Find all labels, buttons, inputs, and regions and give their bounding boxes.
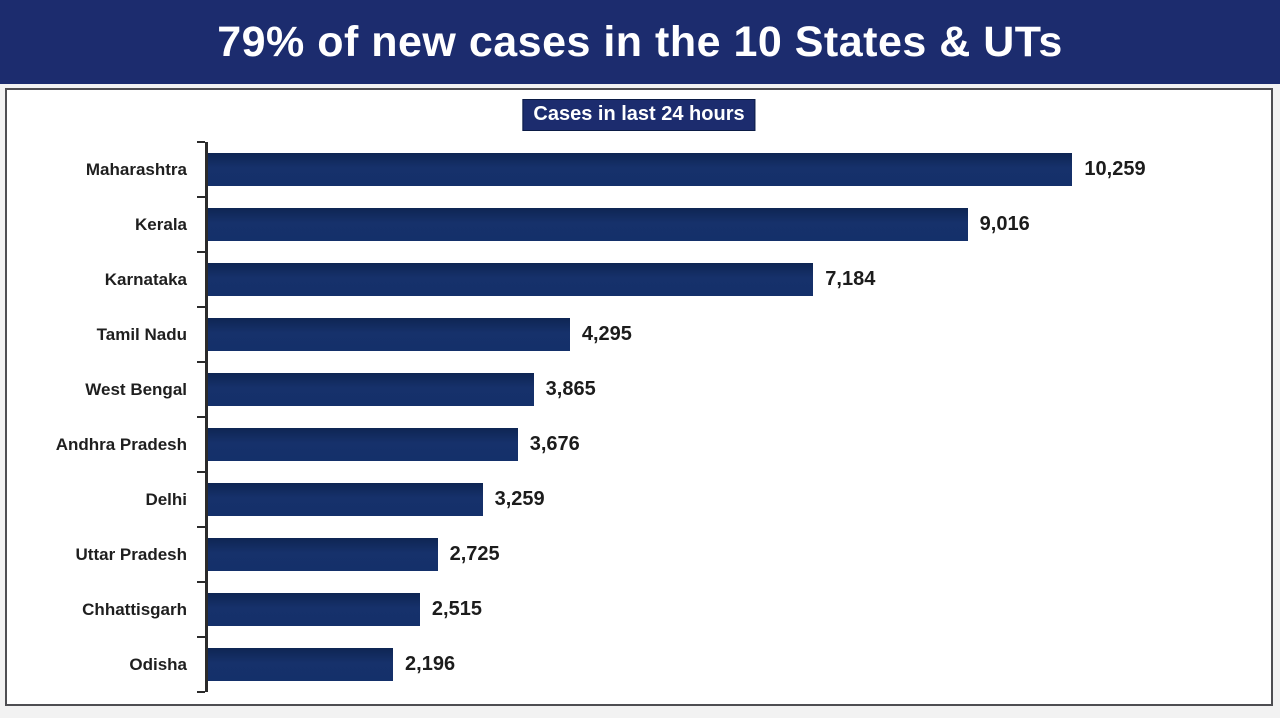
bar [208,428,518,461]
chart-panel: Cases in last 24 hours Maharashtra 10,259… [5,88,1273,706]
bar [208,593,420,626]
bar-track: 2,515 [197,581,1257,637]
chart-subtitle: Cases in last 24 hours [533,103,745,125]
category-label: Maharashtra [85,159,187,179]
value-label: 9,016 [979,213,1030,235]
bar-track: 2,196 [197,636,1257,693]
category-label: Andhra Pradesh [55,434,187,454]
category-label: Karnataka [104,269,187,289]
category-label: Tamil Nadu [96,324,187,344]
bar-row: Maharashtra 10,259 [7,141,1257,197]
bar-row: Kerala 9,016 [7,196,1257,252]
category-label: Kerala [135,214,187,234]
bar-track: 3,676 [197,416,1257,472]
bar-track: 9,016 [197,196,1257,252]
bar-row: Karnataka 7,184 [7,251,1257,307]
main-title: 79% of new cases in the 10 States & UTs [217,17,1063,66]
value-label: 3,676 [529,433,580,455]
value-label: 2,725 [449,543,500,565]
value-label: 4,295 [581,323,632,345]
bar [208,208,968,241]
value-label: 7,184 [825,268,876,290]
chart-subtitle-badge: Cases in last 24 hours [522,99,756,131]
bar-track: 4,295 [197,306,1257,362]
bar [208,373,534,406]
bar-row: West Bengal 3,865 [7,361,1257,417]
title-banner: 79% of new cases in the 10 States & UTs [0,0,1280,84]
category-label: West Bengal [85,379,187,399]
bar [208,483,483,516]
bar [208,263,814,296]
category-label: Uttar Pradesh [75,544,187,564]
category-label: Delhi [145,489,187,509]
bar-chart-plot-area: Maharashtra 10,259 Kerala 9,016 Karnataka 7,1… [7,141,1257,693]
bar-row: Delhi 3,259 [7,471,1257,527]
bar [208,648,394,681]
value-label: 2,515 [431,598,482,620]
value-label: 10,259 [1084,158,1146,180]
bar-track: 7,184 [197,251,1257,307]
category-label: Odisha [129,654,187,674]
bar-row: Chhattisgarh 2,515 [7,581,1257,637]
bar-row: Tamil Nadu 4,295 [7,306,1257,362]
bar-track: 10,259 [197,141,1257,197]
value-label: 3,865 [545,378,596,400]
bar-track: 3,259 [197,471,1257,527]
bar-row: Andhra Pradesh 3,676 [7,416,1257,472]
bar-track: 2,725 [197,526,1257,582]
bar [208,318,570,351]
bar-row: Uttar Pradesh 2,725 [7,526,1257,582]
value-label: 3,259 [494,488,545,510]
category-label: Chhattisgarh [82,599,187,619]
bar [208,538,438,571]
bar [208,153,1073,186]
value-label: 2,196 [405,653,456,675]
bar-track: 3,865 [197,361,1257,417]
bar-row: Odisha 2,196 [7,636,1257,693]
